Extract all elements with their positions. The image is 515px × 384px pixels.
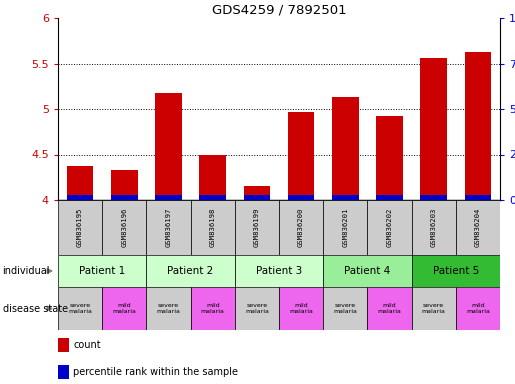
- Text: percentile rank within the sample: percentile rank within the sample: [74, 367, 238, 377]
- Bar: [111, 195, 138, 200]
- Text: mild
malaria: mild malaria: [466, 303, 490, 314]
- Bar: [191, 287, 235, 330]
- Text: severe
malaria: severe malaria: [245, 303, 269, 314]
- Bar: [411, 287, 456, 330]
- Bar: [465, 195, 491, 200]
- Bar: [199, 195, 226, 200]
- Bar: [323, 287, 367, 330]
- Bar: [288, 112, 314, 200]
- Text: mild
malaria: mild malaria: [377, 303, 401, 314]
- Bar: [323, 200, 367, 255]
- Bar: [456, 287, 500, 330]
- Text: Patient 5: Patient 5: [433, 266, 479, 276]
- Text: Patient 2: Patient 2: [167, 266, 214, 276]
- Text: severe
malaria: severe malaria: [157, 303, 180, 314]
- Text: mild
malaria: mild malaria: [201, 303, 225, 314]
- Text: individual: individual: [3, 266, 50, 276]
- Bar: [67, 195, 93, 200]
- Bar: [235, 287, 279, 330]
- Bar: [367, 287, 411, 330]
- Bar: [67, 166, 93, 200]
- Bar: [191, 200, 235, 255]
- Text: Patient 1: Patient 1: [79, 266, 125, 276]
- Text: Patient 4: Patient 4: [344, 266, 390, 276]
- Bar: [288, 195, 314, 200]
- Bar: [146, 255, 235, 287]
- Bar: [58, 200, 102, 255]
- Bar: [376, 116, 403, 200]
- Bar: [367, 200, 411, 255]
- Bar: [376, 195, 403, 200]
- Bar: [323, 255, 411, 287]
- Bar: [58, 338, 69, 353]
- Text: mild
malaria: mild malaria: [112, 303, 136, 314]
- Bar: [235, 200, 279, 255]
- Bar: [456, 200, 500, 255]
- Text: GSM836203: GSM836203: [431, 208, 437, 247]
- Bar: [155, 195, 182, 200]
- Bar: [244, 195, 270, 200]
- Text: GSM836197: GSM836197: [165, 208, 171, 247]
- Bar: [58, 365, 69, 379]
- Text: GSM836198: GSM836198: [210, 208, 216, 247]
- Bar: [411, 200, 456, 255]
- Bar: [155, 93, 182, 200]
- Bar: [146, 200, 191, 255]
- Bar: [332, 97, 358, 200]
- Bar: [279, 200, 323, 255]
- Text: GSM836201: GSM836201: [342, 208, 348, 247]
- Text: mild
malaria: mild malaria: [289, 303, 313, 314]
- Bar: [102, 200, 146, 255]
- Text: GSM836202: GSM836202: [386, 208, 392, 247]
- Text: severe
malaria: severe malaria: [68, 303, 92, 314]
- Bar: [411, 255, 500, 287]
- Text: count: count: [74, 340, 101, 350]
- Bar: [244, 186, 270, 200]
- Text: severe
malaria: severe malaria: [333, 303, 357, 314]
- Text: GSM836196: GSM836196: [122, 208, 127, 247]
- Text: GSM836195: GSM836195: [77, 208, 83, 247]
- Text: GSM836199: GSM836199: [254, 208, 260, 247]
- Bar: [58, 287, 102, 330]
- Bar: [332, 195, 358, 200]
- Bar: [465, 52, 491, 200]
- Text: Patient 3: Patient 3: [256, 266, 302, 276]
- Bar: [102, 287, 146, 330]
- Bar: [199, 156, 226, 200]
- Title: GDS4259 / 7892501: GDS4259 / 7892501: [212, 4, 346, 17]
- Text: severe
malaria: severe malaria: [422, 303, 445, 314]
- Bar: [111, 170, 138, 200]
- Bar: [146, 287, 191, 330]
- Text: GSM836204: GSM836204: [475, 208, 481, 247]
- Text: GSM836200: GSM836200: [298, 208, 304, 247]
- Bar: [420, 195, 447, 200]
- Bar: [58, 255, 146, 287]
- Bar: [235, 255, 323, 287]
- Text: disease state: disease state: [3, 303, 67, 313]
- Bar: [420, 58, 447, 200]
- Bar: [279, 287, 323, 330]
